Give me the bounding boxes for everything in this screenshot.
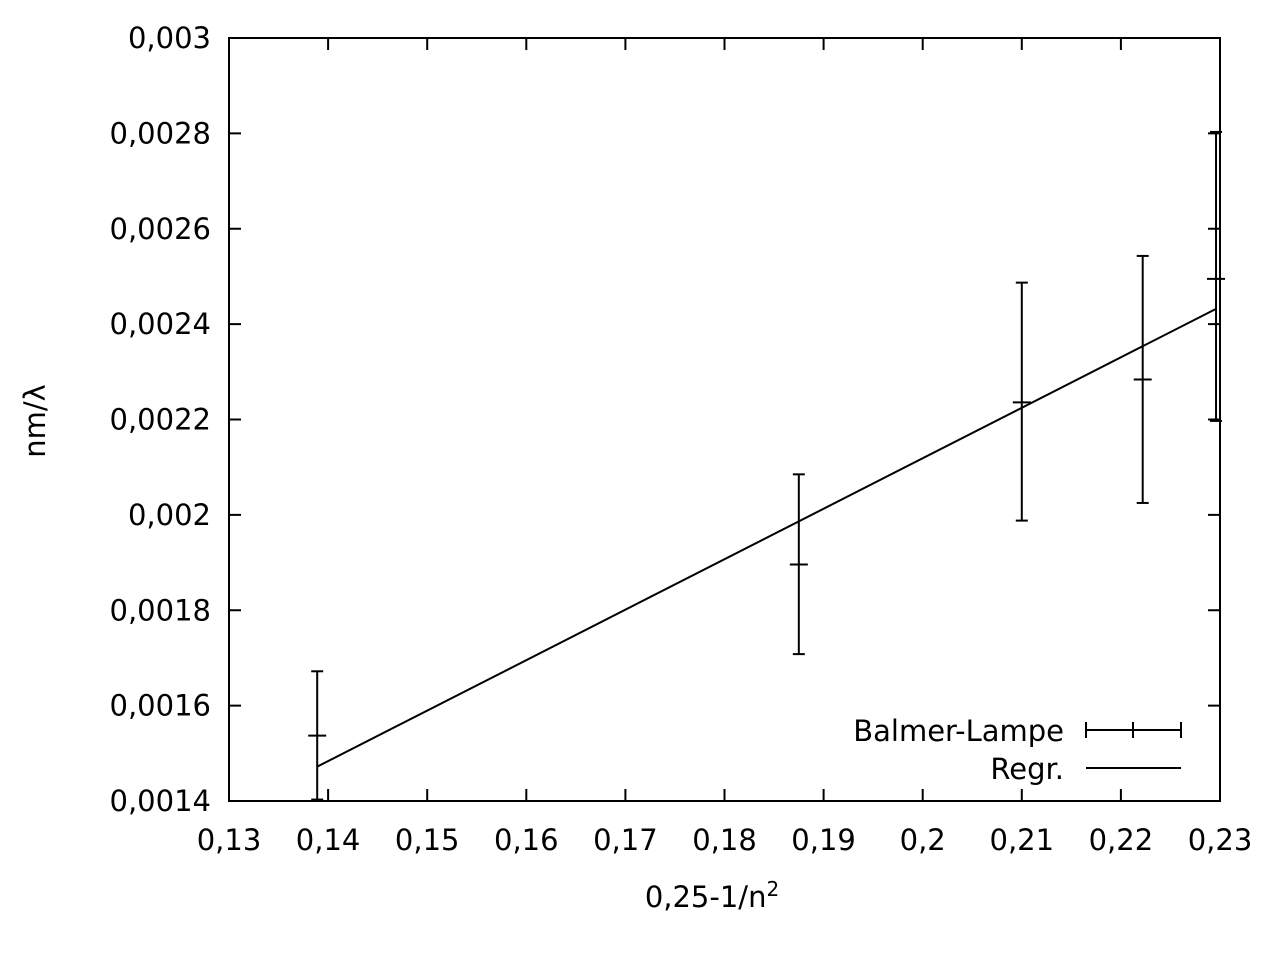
regression-line [316,307,1217,768]
y-tick-label: 0,0022 [110,403,211,437]
y-tick-label: 0,0014 [110,784,211,818]
x-tick-label: 0,23 [1188,823,1253,857]
y-tick-label: 0,0018 [110,593,211,627]
plot-frame [228,37,1221,802]
y-tick-label: 0,0016 [110,689,211,723]
y-tick-label: 0,002 [128,498,211,532]
x-tick-label: 0,17 [593,823,658,857]
y-tick-label: 0,003 [128,21,211,55]
x-axis-label-superscript: 2 [766,877,779,901]
x-tick-label: 0,18 [692,823,757,857]
x-tick-label: 0,16 [494,823,559,857]
legend-label-regr: Regr. [990,752,1064,786]
y-axis-label: nm/λ [18,384,52,458]
x-tick-label: 0,14 [296,823,361,857]
legend: Balmer-Lampe Regr. [853,714,1182,786]
x-axis-ticks: 0,13 0,14 0,15 0,16 0,17 0,18 0,19 0,2 0,21 0,22 0… [197,38,1253,857]
x-tick-label: 0,2 [900,823,946,857]
y-axis-ticks: 0,0014 0,0016 0,0018 0,002 0,0022 0,0024 0,002… [110,21,1220,818]
y-tick-label: 0,0026 [110,212,211,246]
x-tick-label: 0,22 [1089,823,1154,857]
legend-label-balmer: Balmer-Lampe [853,714,1064,748]
y-tick-label: 0,0028 [110,116,211,150]
x-tick-label: 0,15 [395,823,460,857]
x-tick-label: 0,19 [791,823,856,857]
x-tick-label: 0,13 [197,823,262,857]
regression-series [316,307,1217,768]
x-tick-label: 0,21 [990,823,1055,857]
errorbar-series [308,130,1226,801]
x-axis-label-main: 0,25-1/n [645,880,767,914]
x-axis-label: 0,25-1/n2 [645,877,779,914]
y-tick-label: 0,0024 [110,307,211,341]
